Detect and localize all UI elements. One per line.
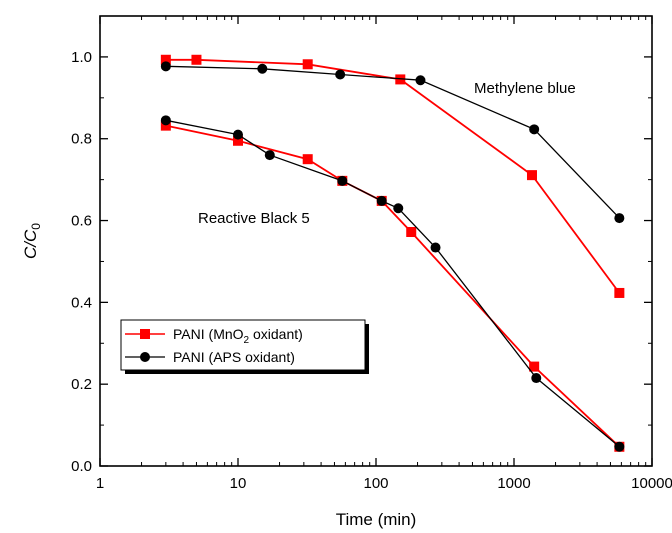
y-tick-label: 0.4 — [71, 294, 92, 311]
data-point-aps — [393, 203, 404, 214]
axis-ticks: 1 10 100 1000 10000 0.0 0.2 0.4 0.6 0.8 1.0 — [71, 15, 672, 492]
data-point-aps — [415, 75, 426, 86]
data-point-aps — [430, 242, 441, 253]
data-point-mno2 — [160, 54, 171, 65]
series-layer — [160, 54, 625, 452]
data-point-aps — [335, 69, 346, 80]
series-line-mno2-2 — [165, 124, 621, 448]
data-point-mno2 — [529, 361, 540, 372]
x-tick-label: 10 — [230, 475, 247, 492]
data-point-aps — [529, 124, 540, 135]
data-point-aps — [160, 61, 171, 72]
data-point-mno2 — [302, 154, 313, 165]
annotation-methylene-blue: Methylene blue — [474, 80, 576, 97]
x-axis-title: Time (min) — [336, 510, 417, 529]
x-tick-label: 100 — [363, 475, 388, 492]
legend-box — [120, 319, 366, 371]
data-point-mno2 — [406, 227, 417, 237]
x-tick-label: 1000 — [497, 475, 530, 492]
y-tick-label: 0.8 — [71, 131, 92, 148]
data-point-mno2 — [233, 135, 243, 146]
data-point-aps — [160, 115, 171, 126]
series-line-mno2-0 — [165, 58, 621, 294]
y-tick-label: 0.0 — [71, 458, 92, 475]
y-axis-title: C/C0 — [21, 223, 43, 259]
data-point-aps — [614, 441, 625, 452]
data-point-mno2 — [302, 59, 313, 70]
series-line-aps-1 — [165, 65, 620, 219]
data-point-mno2 — [191, 54, 202, 65]
data-point-aps — [264, 150, 275, 161]
annotation-reactive-black-5: Reactive Black 5 — [198, 210, 310, 227]
legend-marker-mno2 — [140, 329, 150, 339]
x-tick-label: 10000 — [631, 475, 672, 492]
data-point-mno2 — [160, 120, 171, 131]
y-tick-label: 0.2 — [71, 376, 92, 393]
data-point-aps — [376, 195, 387, 206]
legend-marker-aps — [140, 352, 150, 362]
series-line-aps-3 — [165, 119, 620, 448]
data-point-mno2 — [614, 287, 625, 298]
data-point-aps — [614, 213, 625, 224]
data-point-aps — [337, 175, 348, 186]
x-tick-label: 1 — [96, 475, 104, 492]
data-point-mno2 — [526, 170, 537, 181]
data-point-aps — [257, 63, 268, 74]
data-point-aps — [531, 373, 542, 384]
y-tick-label: 1.0 — [71, 49, 92, 66]
y-tick-label: 0.6 — [71, 213, 92, 230]
legend-label-aps: PANI (APS oxidant) — [173, 349, 295, 365]
data-point-aps — [233, 129, 243, 140]
legend-label-mno2: PANI (MnO2 oxidant) — [173, 326, 303, 346]
legend: PANI (MnO2 oxidant) PANI (APS oxidant) — [120, 319, 369, 374]
